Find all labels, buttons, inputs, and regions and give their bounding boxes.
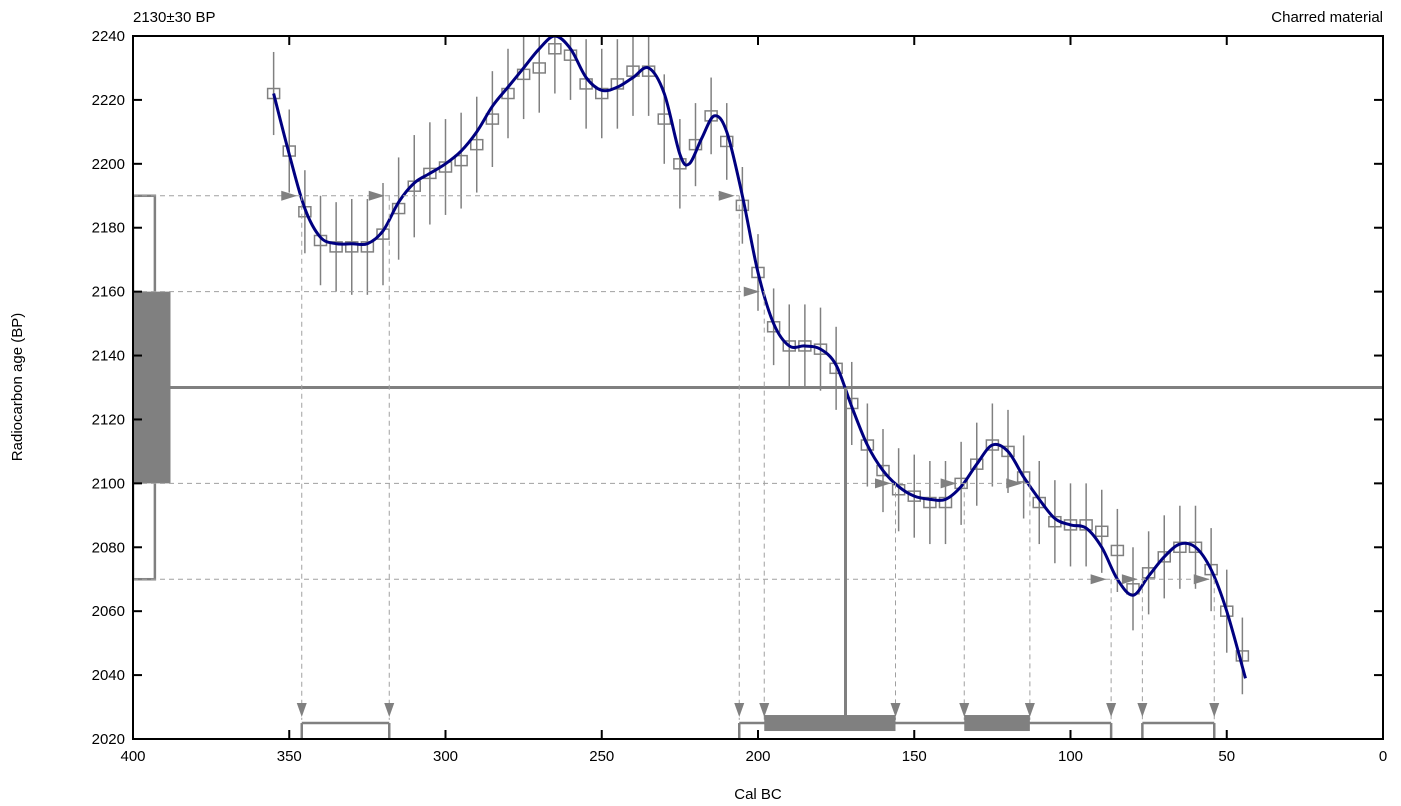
- data-point-box: [1157, 551, 1171, 563]
- plot-area: 400 350 300 250 200 150 100 50 0 2020 2040 2060 2080…: [92, 28, 1388, 765]
- x-tick-label: 0: [1379, 748, 1387, 765]
- data-point-box: [329, 241, 343, 253]
- y-tick-label: 2140: [92, 348, 125, 365]
- data-point-box: [813, 343, 828, 355]
- intercept-arrow-down: [759, 703, 770, 718]
- data-point-box: [345, 241, 359, 253]
- data-point-box: [907, 490, 921, 502]
- intercept-arrow-h: [281, 190, 298, 201]
- data-point-box: [485, 113, 500, 125]
- intercept-arrow-h: [1090, 574, 1107, 585]
- data-point-box: [876, 464, 890, 477]
- calibration-curve: [272, 36, 1247, 679]
- intercept-arrow-down: [296, 703, 307, 718]
- data-point-box: [923, 496, 937, 509]
- intercept-arrow-down: [1209, 703, 1220, 718]
- x-tick-label: 150: [902, 748, 927, 765]
- intercept-arrow-h: [875, 478, 891, 489]
- intercept-arrow-down: [1137, 703, 1148, 718]
- intercept-arrow-down: [890, 703, 901, 718]
- data-point-box: [938, 496, 953, 509]
- data-point-box: [641, 65, 656, 77]
- intercept-arrow-h: [368, 190, 385, 201]
- intercept-arrow-h: [743, 286, 760, 297]
- x-tick-label: 300: [433, 748, 458, 765]
- x-axis-title: Cal BC: [734, 786, 782, 803]
- data-point-box: [548, 43, 562, 55]
- y-tick-label: 2220: [92, 92, 125, 109]
- x-tick-label: 100: [1058, 748, 1083, 765]
- one-sigma-range-bar: [964, 715, 1030, 732]
- clipped-layer: [133, 36, 1383, 695]
- intercept-arrow-h: [1006, 478, 1023, 489]
- data-point-box: [1001, 445, 1015, 458]
- x-tick-label: 400: [120, 748, 145, 765]
- intercept-arrow-down: [384, 703, 395, 718]
- data-point-box: [1110, 544, 1125, 557]
- data-point-box: [1016, 471, 1031, 483]
- y-tick-label: 2240: [92, 28, 125, 45]
- intercept-arrow-h: [940, 478, 957, 489]
- intercept-arrow-h: [718, 190, 735, 201]
- data-point-box: [970, 458, 984, 470]
- data-point-box: [1235, 650, 1250, 662]
- y-tick-label: 2060: [92, 603, 125, 620]
- data-point-box: [360, 241, 375, 253]
- intercept-arrow-h: [1121, 574, 1138, 585]
- data-point-box: [1204, 563, 1218, 576]
- data-point-box: [470, 138, 484, 151]
- data-point-box: [532, 62, 546, 74]
- x-tick-label: 250: [589, 748, 614, 765]
- y-tick-label: 2160: [92, 284, 125, 301]
- one-sigma-range-bar: [764, 715, 896, 732]
- data-point-box: [1095, 525, 1109, 538]
- data-point-box: [1188, 541, 1203, 554]
- intercept-arrow-down: [1024, 703, 1035, 718]
- chart-title-right: Charred material: [1271, 9, 1383, 26]
- one-sigma-age-box: [133, 291, 171, 484]
- intercept-arrow-h: [1193, 574, 1210, 585]
- data-point-box: [595, 87, 609, 100]
- x-tick-label: 50: [1218, 748, 1235, 765]
- data-point-box: [454, 154, 468, 167]
- y-tick-label: 2040: [92, 667, 125, 684]
- y-tick-label: 2080: [92, 539, 125, 556]
- chart-title-left: 2130±30 BP: [133, 9, 215, 26]
- y-tick-label: 2180: [92, 220, 125, 237]
- data-point-box: [860, 439, 875, 451]
- y-axis-title: Radiocarbon age (BP): [9, 313, 26, 461]
- x-tick-label: 350: [277, 748, 302, 765]
- intercept-arrow-down: [959, 703, 970, 718]
- y-tick-label: 2200: [92, 156, 125, 173]
- y-tick-label: 2120: [92, 411, 125, 428]
- y-tick-label: 2020: [92, 731, 125, 748]
- intercept-arrow-down: [734, 703, 745, 718]
- intercept-arrow-down: [1106, 703, 1117, 718]
- y-tick-label: 2100: [92, 475, 125, 492]
- x-tick-label: 200: [745, 748, 770, 765]
- data-point-box: [423, 167, 437, 180]
